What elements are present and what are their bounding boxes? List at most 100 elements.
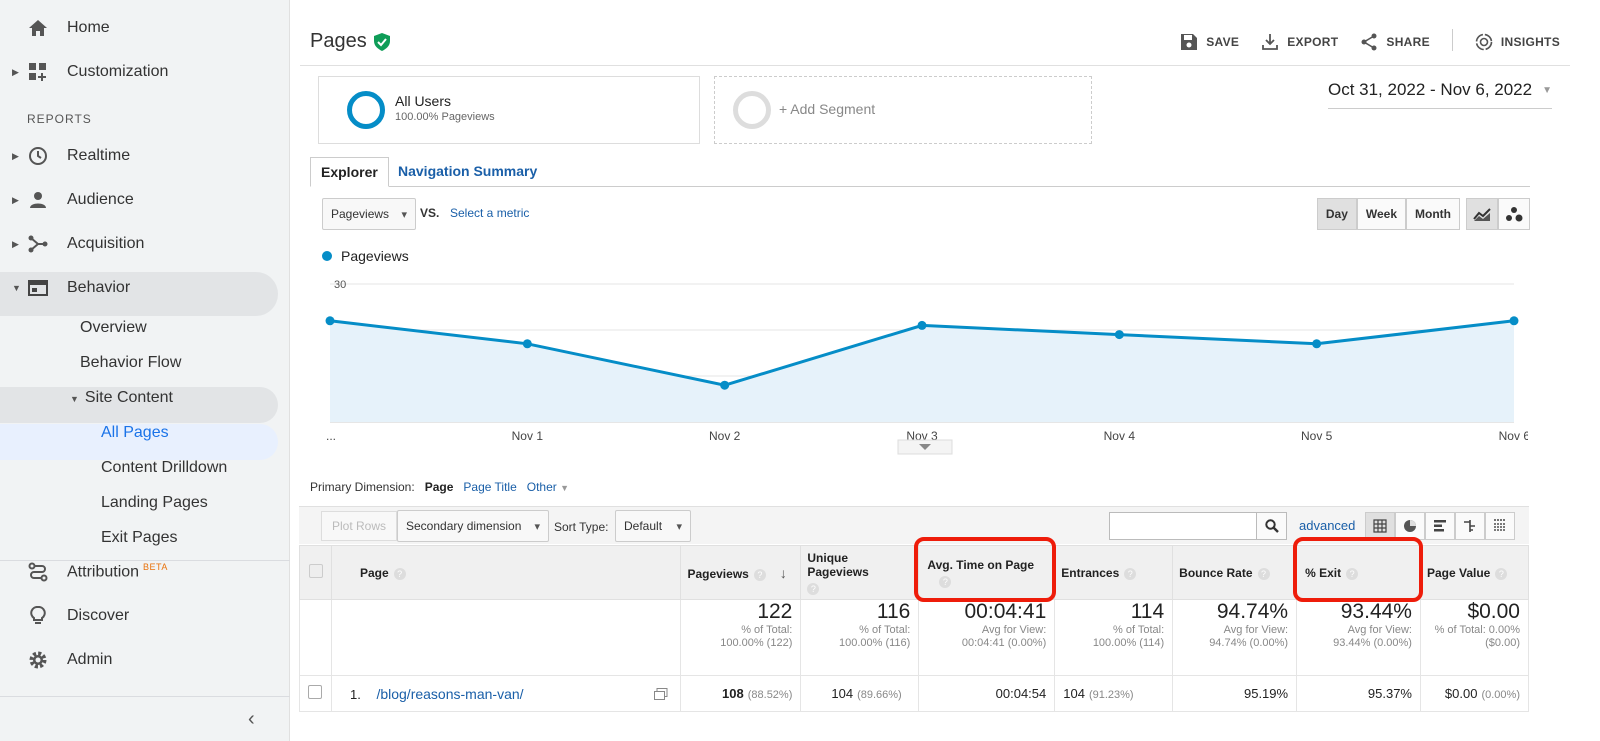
dimension-page-title[interactable]: Page Title xyxy=(463,480,517,494)
save-button[interactable]: SAVE xyxy=(1180,32,1239,51)
chevron-down-icon xyxy=(919,444,931,450)
secondary-dimension-select[interactable]: Secondary dimension xyxy=(397,510,549,542)
comparison-icon xyxy=(1464,520,1475,532)
help-icon[interactable]: ? xyxy=(1124,567,1137,580)
sidebar-item-label: Admin xyxy=(67,651,113,668)
insights-icon xyxy=(1475,33,1493,50)
sidebar-item-label: Home xyxy=(67,19,110,36)
select-all-checkbox[interactable] xyxy=(309,564,323,578)
acquisition-icon xyxy=(27,233,49,255)
date-range-picker[interactable]: Oct 31, 2022 - Nov 6, 2022 ▼ xyxy=(1327,80,1552,109)
column-header-pageviews[interactable]: Pageviews? ↓ xyxy=(680,545,802,600)
sidebar-item-site-content[interactable]: ▼ Site Content xyxy=(70,389,173,407)
help-icon[interactable]: ? xyxy=(393,567,406,580)
help-icon[interactable]: ? xyxy=(1346,567,1359,580)
sidebar-item-label: Acquisition xyxy=(67,235,145,252)
column-header-bounce-rate[interactable]: Bounce Rate? xyxy=(1172,545,1298,600)
lightbulb-icon xyxy=(27,605,49,627)
dimension-other[interactable]: Other ▼ xyxy=(526,480,570,494)
sidebar-item-label: Site Content xyxy=(84,389,173,406)
action-separator xyxy=(1451,29,1453,51)
table-search-button[interactable] xyxy=(1257,512,1287,540)
sidebar-item-all-pages[interactable]: All Pages xyxy=(101,424,169,441)
unique-pageviews-cell: 104 (89.66%) xyxy=(800,675,920,712)
performance-view-button[interactable] xyxy=(1425,512,1455,540)
cell-percent: (0.00%) xyxy=(1481,689,1520,701)
total-value: 00:04:41 xyxy=(964,600,1047,623)
sort-descending-icon[interactable]: ↓ xyxy=(779,564,787,581)
select-metric-link[interactable]: Select a metric xyxy=(450,206,530,220)
total-caption: % of Total: xyxy=(741,624,793,636)
collapse-sidebar-icon[interactable]: ‹ xyxy=(248,708,255,730)
total-caption: Avg for View: xyxy=(981,624,1047,636)
add-segment-button[interactable]: + Add Segment xyxy=(714,76,1092,144)
help-icon[interactable]: ? xyxy=(939,575,952,588)
metric-select[interactable]: Pageviews xyxy=(322,198,416,230)
sort-type-value: Default xyxy=(624,519,663,533)
sort-type-select[interactable]: Default xyxy=(615,510,691,542)
sidebar-item-content-drilldown[interactable]: Content Drilldown xyxy=(101,459,228,476)
data-point xyxy=(1114,330,1124,340)
cell-value: 95.19% xyxy=(1243,686,1289,701)
data-table-view-button[interactable] xyxy=(1365,512,1395,540)
tab-navigation-summary[interactable]: Navigation Summary xyxy=(398,163,538,179)
comparison-view-button[interactable] xyxy=(1455,512,1485,540)
help-icon[interactable]: ? xyxy=(753,568,766,581)
sidebar-item-behavior-flow[interactable]: Behavior Flow xyxy=(80,354,182,371)
x-tick-label: Nov 5 xyxy=(1301,429,1333,443)
row-checkbox[interactable] xyxy=(308,685,323,699)
total-cell: 114% of Total: 100.00% (114) xyxy=(1054,599,1174,676)
row-select-cell xyxy=(299,675,332,712)
x-tick-label: ... xyxy=(326,429,336,443)
motion-chart-button[interactable] xyxy=(1498,198,1530,230)
column-header-page[interactable]: Page? xyxy=(330,545,682,600)
percentage-view-button[interactable] xyxy=(1395,512,1425,540)
chart-legend: Pageviews xyxy=(322,248,409,264)
help-icon[interactable]: ? xyxy=(1495,567,1508,580)
dimension-page[interactable]: Page xyxy=(424,480,454,494)
help-icon[interactable]: ? xyxy=(1257,567,1270,580)
sidebar-item-exit-pages[interactable]: Exit Pages xyxy=(101,529,178,546)
column-header-page-value[interactable]: Page Value? xyxy=(1419,545,1530,600)
table-toolbar: Plot Rows Secondary dimension Sort Type:… xyxy=(299,506,1529,544)
x-tick-label: Nov 4 xyxy=(1104,429,1136,443)
primary-dimension-label: Primary Dimension: xyxy=(310,480,415,494)
totals-row: 122% of Total: 100.00% (122) 116% of Tota… xyxy=(299,599,1530,676)
sidebar-item-overview[interactable]: Overview xyxy=(80,319,147,336)
week-button[interactable]: Week xyxy=(1356,198,1407,230)
chevron-down-icon: ▼ xyxy=(1542,84,1552,96)
column-header-unique-pageviews[interactable]: Unique Pageviews? xyxy=(800,545,920,600)
total-caption: ($0.00) xyxy=(1485,637,1520,649)
tab-explorer[interactable]: Explorer xyxy=(310,157,389,187)
line-chart-button[interactable] xyxy=(1466,198,1498,230)
plot-rows-button[interactable]: Plot Rows xyxy=(321,511,398,541)
primary-dimension-bar: Primary Dimension: Page Page Title Other… xyxy=(310,480,569,494)
series-area xyxy=(330,320,1514,422)
segment-all-users[interactable]: All Users 100.00% Pageviews xyxy=(318,76,700,144)
month-button[interactable]: Month xyxy=(1406,198,1460,230)
cell-value: 104 xyxy=(831,686,854,701)
total-cell: 93.44% Avg for View: 93.44% (0.00%) xyxy=(1296,599,1421,676)
sidebar-item-landing-pages[interactable]: Landing Pages xyxy=(101,494,208,511)
advanced-filter-link[interactable]: advanced xyxy=(1299,518,1356,533)
total-caption: 100.00% (114) xyxy=(1092,637,1165,649)
export-button[interactable]: EXPORT xyxy=(1261,32,1338,51)
column-header-label: Page Value xyxy=(1426,565,1491,580)
help-icon[interactable]: ? xyxy=(807,582,820,595)
open-page-icon[interactable] xyxy=(654,688,668,700)
page-link[interactable]: /blog/reasons-man-van/ xyxy=(376,685,524,702)
column-header-entrances[interactable]: Entrances? xyxy=(1054,545,1174,600)
total-caption: 100.00% (122) xyxy=(720,637,793,649)
pivot-view-button[interactable] xyxy=(1485,512,1515,540)
day-button[interactable]: Day xyxy=(1316,198,1357,230)
insights-button[interactable]: INSIGHTS xyxy=(1475,32,1560,51)
share-button[interactable]: SHARE xyxy=(1360,32,1430,51)
data-point xyxy=(917,320,927,330)
bubble-chart-icon xyxy=(1506,207,1523,222)
cell-value: 00:04:54 xyxy=(995,686,1047,701)
sidebar-item-label: Realtime xyxy=(67,147,131,164)
table-search-input[interactable] xyxy=(1109,512,1257,540)
column-header-label: Unique Pageviews xyxy=(807,550,869,579)
